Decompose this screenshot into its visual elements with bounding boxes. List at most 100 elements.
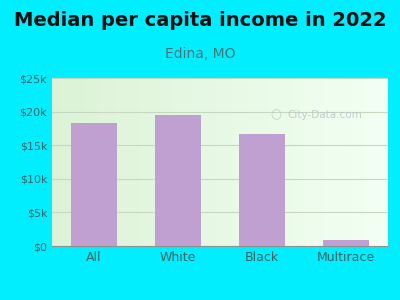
Bar [52, 78, 55, 246]
Bar [374, 78, 378, 246]
Bar [260, 78, 264, 246]
Bar [102, 78, 106, 246]
Bar [55, 78, 59, 246]
Bar [284, 78, 287, 246]
Bar [274, 78, 277, 246]
Text: ○: ○ [270, 109, 281, 122]
Bar [72, 78, 76, 246]
Bar [112, 78, 116, 246]
Bar [371, 78, 374, 246]
Bar [348, 78, 351, 246]
Bar [227, 78, 230, 246]
Bar [270, 78, 274, 246]
Bar [244, 78, 247, 246]
Bar [314, 78, 318, 246]
Bar [86, 78, 89, 246]
Bar [155, 115, 201, 246]
Bar [239, 134, 285, 246]
Bar [139, 78, 143, 246]
Bar [264, 78, 267, 246]
Bar [116, 78, 119, 246]
Bar [150, 78, 153, 246]
Bar [180, 78, 183, 246]
Bar [82, 78, 86, 246]
Bar [66, 78, 69, 246]
Bar [220, 78, 223, 246]
Bar [217, 78, 220, 246]
Bar [76, 78, 79, 246]
Bar [92, 78, 96, 246]
Bar [361, 78, 364, 246]
Bar [277, 78, 280, 246]
Bar [96, 78, 99, 246]
Bar [230, 78, 234, 246]
Bar [129, 78, 133, 246]
Bar [287, 78, 290, 246]
Bar [122, 78, 126, 246]
Bar [323, 240, 369, 246]
Bar [173, 78, 176, 246]
Bar [301, 78, 304, 246]
Bar [297, 78, 301, 246]
Bar [153, 78, 156, 246]
Bar [385, 78, 388, 246]
Bar [69, 78, 72, 246]
Bar [351, 78, 354, 246]
Bar [280, 78, 284, 246]
Bar [109, 78, 112, 246]
Bar [294, 78, 297, 246]
Bar [183, 78, 186, 246]
Bar [254, 78, 257, 246]
Bar [324, 78, 328, 246]
Bar [240, 78, 244, 246]
Bar [203, 78, 206, 246]
Bar [89, 78, 92, 246]
Bar [163, 78, 166, 246]
Bar [344, 78, 348, 246]
Bar [133, 78, 136, 246]
Text: Median per capita income in 2022: Median per capita income in 2022 [14, 11, 386, 31]
Bar [237, 78, 240, 246]
Bar [106, 78, 109, 246]
Bar [200, 78, 203, 246]
Bar [267, 78, 270, 246]
Bar [71, 123, 117, 246]
Bar [321, 78, 324, 246]
Bar [247, 78, 250, 246]
Bar [381, 78, 385, 246]
Bar [146, 78, 150, 246]
Bar [170, 78, 173, 246]
Bar [341, 78, 344, 246]
Bar [176, 78, 180, 246]
Bar [318, 78, 321, 246]
Bar [328, 78, 331, 246]
Bar [156, 78, 160, 246]
Bar [338, 78, 341, 246]
Bar [354, 78, 358, 246]
Bar [193, 78, 196, 246]
Bar [62, 78, 66, 246]
Bar [368, 78, 371, 246]
Bar [223, 78, 227, 246]
Bar [166, 78, 170, 246]
Text: Edina, MO: Edina, MO [165, 47, 235, 61]
Bar [358, 78, 361, 246]
Bar [210, 78, 213, 246]
Bar [257, 78, 260, 246]
Bar [378, 78, 381, 246]
Bar [334, 78, 338, 246]
Bar [213, 78, 217, 246]
Bar [99, 78, 102, 246]
Bar [143, 78, 146, 246]
Bar [119, 78, 122, 246]
Text: City-Data.com: City-Data.com [287, 110, 362, 120]
Bar [190, 78, 193, 246]
Bar [196, 78, 200, 246]
Bar [186, 78, 190, 246]
Bar [364, 78, 368, 246]
Bar [290, 78, 294, 246]
Bar [59, 78, 62, 246]
Bar [160, 78, 163, 246]
Bar [331, 78, 334, 246]
Bar [234, 78, 237, 246]
